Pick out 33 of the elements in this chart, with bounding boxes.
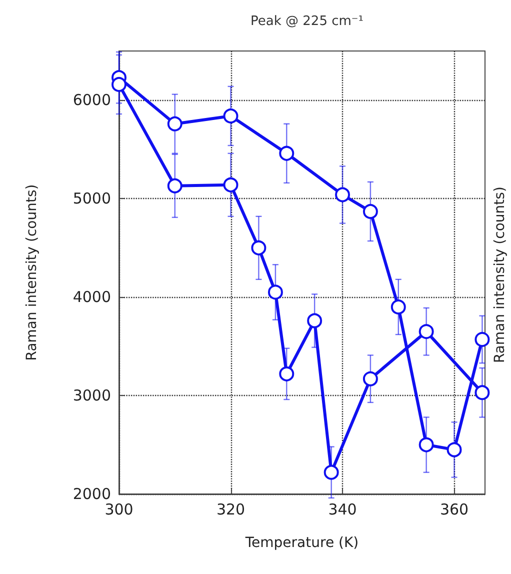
chart-title: Peak @ 225 cm⁻¹ xyxy=(250,14,364,29)
y-tick-label: 6000 xyxy=(72,91,111,110)
y-tick-label: 3000 xyxy=(72,386,111,405)
point xyxy=(307,313,322,328)
point xyxy=(362,204,378,219)
point xyxy=(279,366,294,382)
y-tick-label: 2000 xyxy=(72,485,111,503)
text: Raman intensity (counts) xyxy=(492,186,508,363)
x-tick-label: 300 xyxy=(104,500,134,518)
x-tick-label: 340 xyxy=(328,500,357,518)
point xyxy=(223,108,238,124)
point xyxy=(390,299,406,314)
x-tick-label: 320 xyxy=(216,500,246,518)
y-tick-label: 4000 xyxy=(72,288,111,306)
point xyxy=(474,385,490,400)
point xyxy=(324,464,339,480)
point xyxy=(167,116,182,132)
point xyxy=(362,371,378,386)
x-axis-title: Temperature (K) xyxy=(244,535,359,551)
point xyxy=(268,284,283,300)
point xyxy=(335,187,350,202)
point xyxy=(474,332,490,347)
point xyxy=(251,240,266,256)
point xyxy=(418,437,434,452)
x-tick-label: 360 xyxy=(440,500,469,518)
point xyxy=(112,76,126,92)
point xyxy=(223,177,238,192)
point xyxy=(446,442,462,458)
point xyxy=(418,324,434,340)
point xyxy=(167,178,182,194)
y-tick-label: 5000 xyxy=(72,190,111,208)
point xyxy=(279,146,294,161)
y-axis-title: Raman intensity (counts) xyxy=(24,184,40,361)
